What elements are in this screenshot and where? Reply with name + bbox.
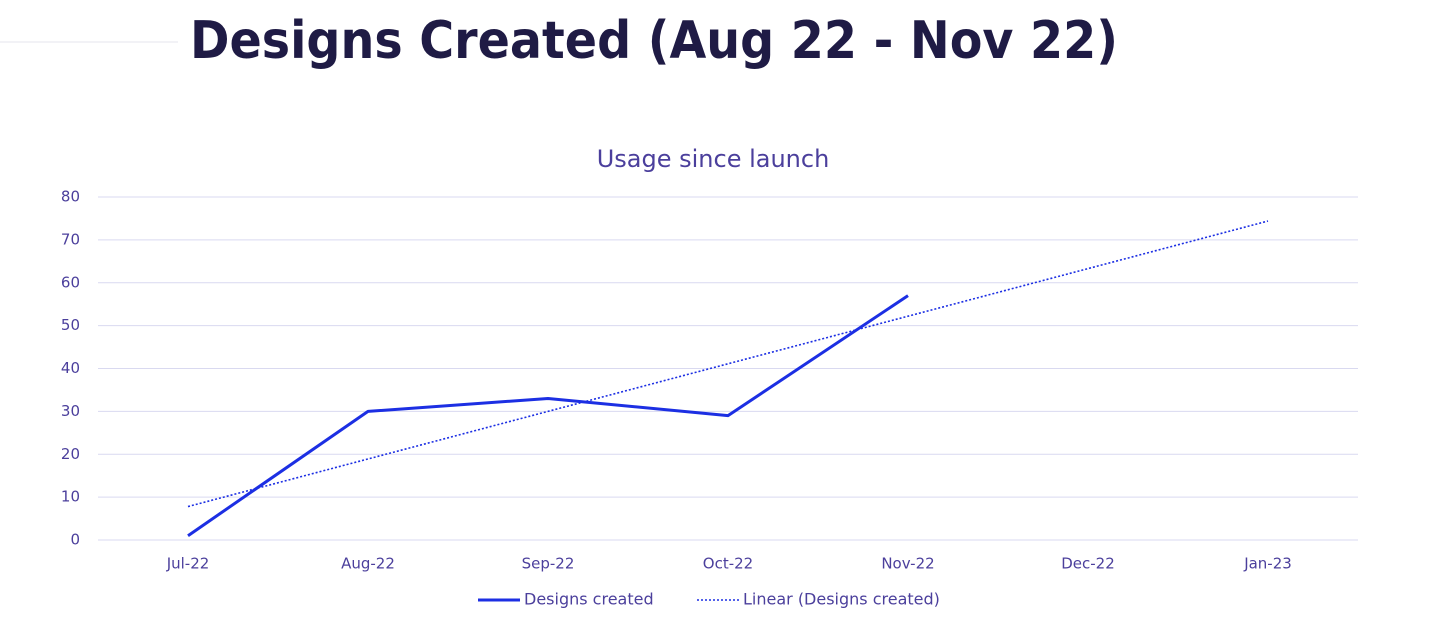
chart-title: Usage since launch: [597, 145, 830, 173]
y-tick-label: 20: [61, 445, 80, 463]
x-tick-label: Jan-23: [1243, 555, 1292, 573]
x-tick-label: Sep-22: [522, 555, 575, 573]
y-tick-label: 80: [61, 188, 80, 206]
x-tick-label: Aug-22: [341, 555, 395, 573]
x-tick-label: Dec-22: [1061, 555, 1115, 573]
y-tick-label: 70: [61, 230, 80, 248]
x-tick-label: Oct-22: [703, 555, 753, 573]
x-tick-label: Nov-22: [881, 555, 934, 573]
series-line: [187, 220, 1269, 508]
y-tick-label: 60: [61, 273, 80, 291]
y-tick-label: 50: [61, 316, 80, 334]
y-tick-label: 0: [70, 531, 80, 549]
y-tick-label: 30: [61, 402, 80, 420]
legend-label: Linear (Designs created): [743, 590, 940, 609]
series-line: [187, 294, 909, 537]
y-tick-label: 10: [61, 488, 80, 506]
x-tick-label: Jul-22: [166, 555, 210, 573]
slide-title: Designs Created (Aug 22 - Nov 22): [190, 11, 1118, 71]
legend-label: Designs created: [524, 590, 654, 609]
y-tick-label: 40: [61, 359, 80, 377]
